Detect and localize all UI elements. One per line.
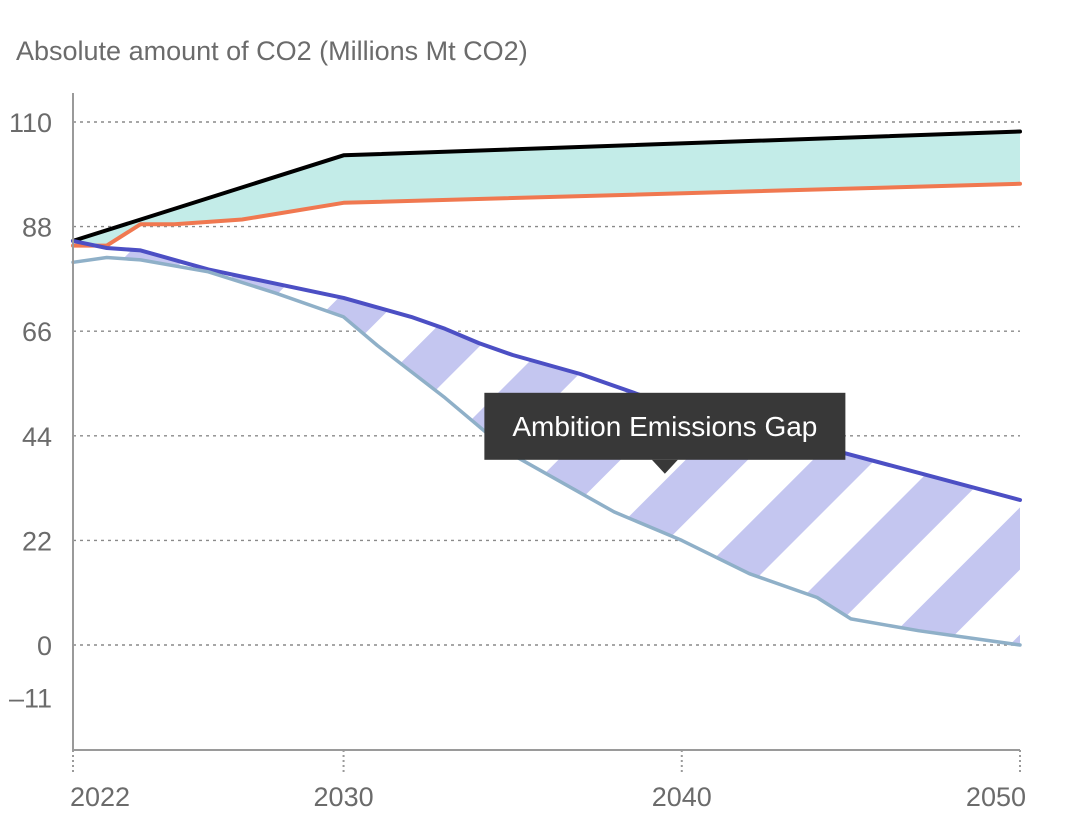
light-blue-line: [71, 255, 1022, 647]
axes: [72, 93, 1021, 772]
tick-labels: –11 0 22 44 66 88 110 2022 2030 2040 2050: [9, 108, 1026, 812]
orange-line: [71, 181, 1022, 248]
black-projection-line: [71, 129, 1022, 243]
x-tick-label: 2040: [652, 782, 712, 812]
chart-title: Absolute amount of CO2 (Millions Mt CO2): [16, 36, 528, 66]
y-tick-label: 22: [22, 526, 52, 556]
annotation-label: Ambition Emissions Gap: [512, 411, 817, 442]
annotation-callout: Ambition Emissions Gap: [484, 392, 846, 474]
x-tick-label: 2022: [70, 782, 130, 812]
y-tick-label: 0: [37, 631, 52, 661]
y-tick-label: –11: [9, 683, 52, 713]
annotation-box: [484, 392, 846, 460]
x-tick-label: 2050: [966, 782, 1026, 812]
projection-gap-area: [73, 131, 1020, 246]
annotations: Ambition Emissions Gap: [484, 392, 846, 474]
y-tick-label: 44: [22, 422, 52, 452]
y-tick-label: 110: [9, 108, 52, 138]
y-tick-label: 66: [22, 317, 52, 347]
annotation-pointer: [651, 459, 678, 474]
y-tick-label: 88: [22, 213, 52, 243]
x-tick-label: 2030: [314, 782, 374, 812]
shaded-areas: [73, 131, 1020, 645]
